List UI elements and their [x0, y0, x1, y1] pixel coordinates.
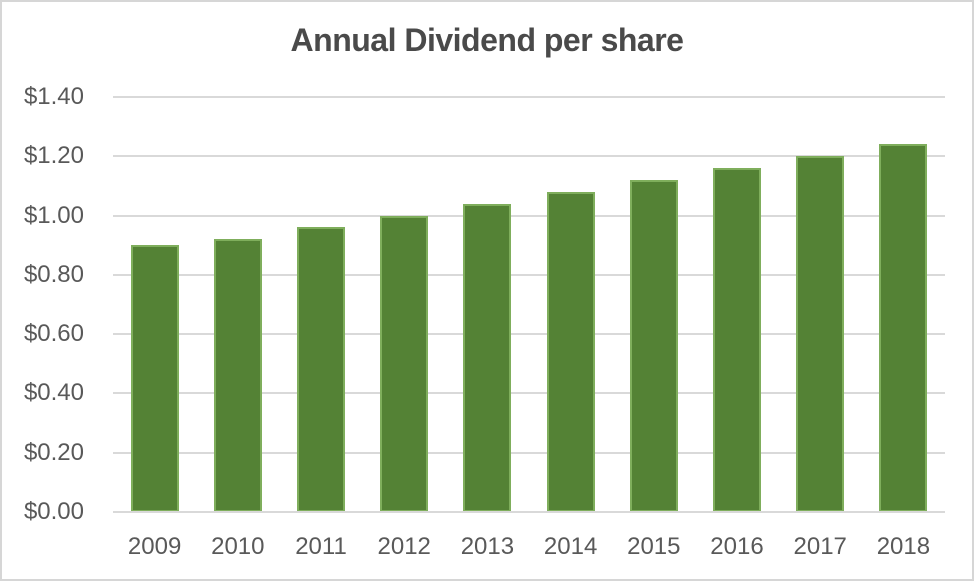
chart-title: Annual Dividend per share [290, 22, 684, 58]
bar-2011 [297, 227, 345, 512]
y-tick-label: $1.00 [23, 201, 84, 229]
bar-2012 [380, 215, 429, 512]
bar-2017 [796, 156, 845, 512]
x-tick-label: 2011 [295, 533, 347, 560]
y-tick-label: $1.20 [23, 142, 84, 170]
x-tick-label: 2016 [710, 533, 764, 560]
x-tick-label: 2014 [543, 533, 598, 560]
gridline [113, 96, 945, 98]
bar-2016 [713, 168, 761, 512]
x-tick-label: 2015 [627, 533, 681, 560]
x-tick-label: 2010 [211, 533, 265, 560]
bar-2009 [130, 245, 179, 512]
bar-2014 [546, 191, 595, 512]
bar-2018 [879, 144, 928, 512]
gridline [113, 155, 945, 158]
gridline [113, 273, 945, 276]
plot-area [113, 96, 945, 513]
x-tick-label: 2009 [127, 533, 182, 560]
y-tick-label: $0.60 [23, 320, 84, 348]
x-tick-label: 2013 [460, 533, 515, 560]
gridline [113, 214, 945, 217]
y-tick-label: $0.20 [23, 438, 84, 466]
bar-2010 [213, 239, 262, 512]
gridline [113, 451, 945, 454]
gridline [113, 333, 945, 336]
x-tick-label: 2018 [876, 533, 931, 560]
bar-2013 [463, 203, 512, 512]
y-tick-label: $0.00 [23, 498, 84, 525]
x-tick-label: 2017 [793, 533, 847, 560]
y-axis-tick-labels: $0.00 $0.20 $0.40 $0.60 $0.80 $1.00 $1.20 $1.40 [0, 0, 84, 581]
x-tick-label: 2012 [377, 533, 431, 560]
bar-2015 [629, 180, 678, 512]
y-tick-label: $0.80 [23, 260, 84, 288]
x-axis-line [113, 511, 945, 513]
gridline [113, 392, 945, 395]
y-tick-label: $1.40 [23, 83, 84, 110]
y-tick-label: $0.40 [23, 379, 84, 407]
